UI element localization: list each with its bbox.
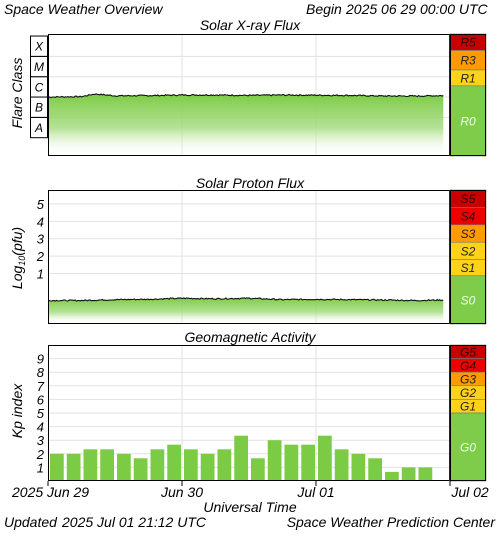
kp-ytick-label: 9 bbox=[37, 352, 44, 367]
kp-bar bbox=[368, 458, 382, 481]
xray-flux-fill bbox=[48, 93, 444, 156]
xray-flux-line bbox=[47, 93, 444, 99]
kp-bar bbox=[66, 453, 81, 481]
flare-class-label-m: M bbox=[34, 60, 44, 74]
kp-bar bbox=[150, 449, 165, 481]
kp-bar bbox=[100, 449, 114, 481]
kp-bar bbox=[167, 444, 181, 481]
proton-scale-label-s3: S3 bbox=[461, 227, 476, 241]
geomag-scale-label-g4: G4 bbox=[460, 359, 476, 373]
xray-scale-label-r5: R5 bbox=[460, 36, 476, 50]
proton-ytick-label: 1 bbox=[37, 267, 44, 282]
time-tick-label: Jul 01 bbox=[296, 484, 334, 500]
kp-bar bbox=[83, 449, 98, 481]
proton-scale-label-s2: S2 bbox=[461, 244, 476, 258]
proton-ylabel-tail: (pfu) bbox=[9, 227, 25, 256]
flare-class-label-x: X bbox=[34, 40, 44, 54]
kp-bar bbox=[133, 458, 148, 481]
xray-panel-title: Solar X-ray Flux bbox=[200, 17, 301, 33]
geomag-scale-label-g1: G1 bbox=[460, 400, 476, 414]
proton-panel-title: Solar Proton Flux bbox=[196, 175, 305, 191]
kp-ytick-label: 3 bbox=[37, 433, 45, 448]
geomag-scale-label-g2: G2 bbox=[460, 386, 476, 400]
begin-date: 2025 06 29 00:00 UTC bbox=[345, 1, 489, 17]
geomag-ylabel: Kp index bbox=[9, 383, 25, 438]
proton-ytick-label: 3 bbox=[37, 232, 45, 247]
begin-label: Begin bbox=[306, 1, 342, 17]
xray-scale-frame bbox=[450, 34, 486, 156]
kp-ytick-label: 8 bbox=[37, 365, 45, 380]
flare-class-box-x bbox=[30, 35, 48, 57]
geomag-scale-frame bbox=[450, 345, 486, 481]
geomag-panel-title: Geomagnetic Activity bbox=[185, 329, 317, 345]
kp-bar bbox=[267, 440, 282, 481]
kp-bar bbox=[217, 449, 232, 481]
kp-ytick-label: 1 bbox=[37, 460, 44, 475]
proton-scale-label-s0: S0 bbox=[461, 293, 476, 307]
swpc-credit: Space Weather Prediction Center bbox=[287, 514, 497, 530]
proton-ylabel: Log10(pfu) bbox=[9, 227, 27, 289]
geomag-plot-frame bbox=[48, 345, 450, 481]
proton-scale-frame bbox=[450, 190, 486, 324]
proton-ytick-label: 5 bbox=[37, 197, 45, 212]
kp-bar bbox=[234, 435, 248, 481]
proton-flux-line bbox=[47, 297, 444, 302]
kp-ytick-label: 5 bbox=[37, 406, 45, 421]
overview-title: Space Weather Overview bbox=[4, 1, 163, 17]
kp-bar bbox=[117, 453, 131, 481]
proton-flux-plot: 1 2 3 4 5 S5 S4 S3 S2 S1 S0 bbox=[36, 189, 487, 325]
xray-scale-label-r0: R0 bbox=[460, 114, 476, 128]
proton-ytick-label: 2 bbox=[36, 249, 45, 264]
kp-ytick-label: 6 bbox=[37, 392, 45, 407]
kp-bar bbox=[284, 444, 299, 481]
flare-class-label-b: B bbox=[35, 101, 43, 115]
kp-bar bbox=[200, 453, 215, 481]
proton-flux-fill bbox=[48, 297, 444, 324]
kp-bar bbox=[351, 453, 366, 481]
kp-ytick-label: 4 bbox=[37, 420, 44, 435]
proton-ytick-label: 4 bbox=[37, 214, 44, 229]
time-tick-label: Jul 02 bbox=[450, 484, 489, 500]
geomag-scale-label-g5: G5 bbox=[460, 345, 476, 359]
proton-ylabel-sub: 10 bbox=[17, 256, 27, 266]
time-tick-label: Jun 30 bbox=[160, 484, 203, 500]
time-tick-label: 2025 Jun 29 bbox=[11, 484, 89, 500]
time-axis: 2025 Jun 29 Jun 30 Jul 01 Jul 02 bbox=[11, 481, 489, 500]
kp-bar bbox=[50, 453, 64, 481]
kp-bar bbox=[385, 471, 399, 481]
xray-scale-label-r1: R1 bbox=[460, 71, 475, 85]
kp-bar bbox=[318, 435, 332, 481]
proton-ylabel-main: Log bbox=[9, 266, 25, 290]
geomag-scale-label-g3: G3 bbox=[460, 373, 476, 387]
updated-label: Updated bbox=[4, 514, 58, 530]
xray-ylabel: Flare Class bbox=[9, 58, 25, 129]
updated-date: 2025 Jul 01 21:12 UTC bbox=[61, 514, 207, 530]
geomag-scale-g0 bbox=[449, 412, 487, 482]
proton-plot-frame bbox=[48, 190, 450, 324]
kp-ytick-label: 7 bbox=[37, 379, 45, 394]
geomag-scale-label-g0: G0 bbox=[460, 441, 476, 455]
kp-bar bbox=[401, 467, 416, 481]
proton-scale-label-s1: S1 bbox=[461, 261, 476, 275]
kp-ytick-label: 2 bbox=[36, 447, 45, 462]
time-axis-label: Universal Time bbox=[203, 499, 296, 515]
kp-bar bbox=[301, 444, 315, 481]
flare-class-label-c: C bbox=[35, 80, 44, 94]
kp-bar bbox=[418, 467, 433, 481]
kp-bar bbox=[334, 449, 349, 481]
kp-bar bbox=[184, 449, 198, 481]
flare-class-label-a: A bbox=[34, 121, 43, 135]
kp-bar bbox=[251, 458, 265, 481]
xray-plot-frame bbox=[48, 34, 450, 156]
proton-scale-label-s5: S5 bbox=[461, 192, 476, 206]
xray-scale-label-r3: R3 bbox=[460, 54, 476, 68]
proton-scale-label-s4: S4 bbox=[461, 210, 476, 224]
